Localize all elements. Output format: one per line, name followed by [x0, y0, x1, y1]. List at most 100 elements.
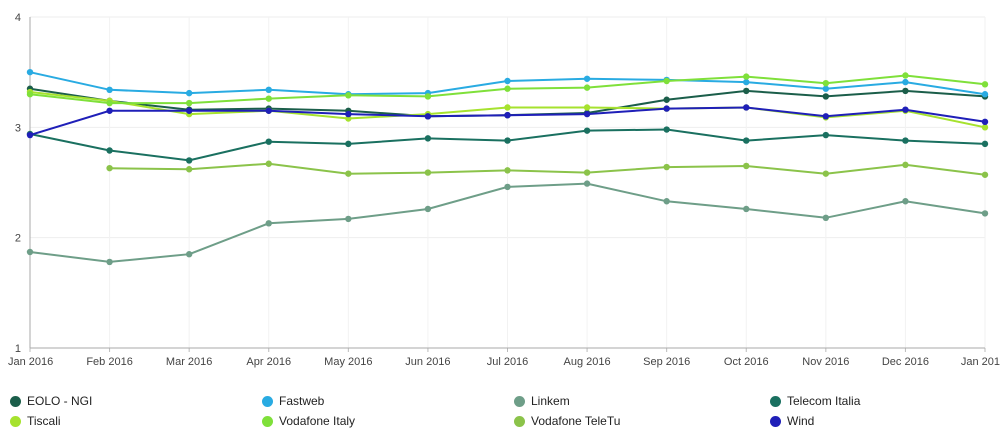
data-point-tiscali[interactable] [345, 115, 352, 122]
data-point-telecom-italia[interactable] [583, 127, 591, 134]
data-point-linkem[interactable] [424, 205, 432, 213]
data-point-vodafone-teletu[interactable] [106, 164, 113, 172]
series-wind [26, 104, 989, 139]
x-tick-label: Sep 2016 [643, 356, 690, 368]
data-point-vodafone-italy[interactable] [345, 92, 352, 99]
data-point-fastweb[interactable] [743, 78, 750, 86]
data-point-telecom-italia[interactable] [106, 147, 113, 154]
data-point-wind[interactable] [26, 131, 34, 139]
x-tick-label: Mar 2016 [166, 356, 212, 368]
legend-item-eolo-ngi[interactable]: EOLO - NGI [10, 392, 92, 410]
data-point-wind[interactable] [345, 110, 352, 118]
data-point-vodafone-italy[interactable] [981, 81, 989, 88]
data-point-vodafone-teletu[interactable] [822, 170, 830, 177]
data-point-vodafone-italy[interactable] [583, 84, 591, 91]
legend-item-fastweb[interactable]: Fastweb [262, 392, 324, 410]
data-point-telecom-italia[interactable] [902, 137, 909, 144]
data-point-linkem[interactable] [265, 220, 272, 227]
data-point-vodafone-teletu[interactable] [583, 169, 591, 176]
legend-item-vodafone-italy[interactable]: Vodafone Italy [262, 412, 355, 430]
legend-swatch [262, 415, 273, 427]
y-tick-label: 3 [15, 122, 21, 134]
data-point-wind[interactable] [663, 105, 670, 112]
data-point-vodafone-teletu[interactable] [504, 167, 511, 174]
legend-item-linkem[interactable]: Linkem [514, 392, 570, 410]
chart-legend: EOLO - NGI Fastweb Linkem Telecom Italia Tis… [0, 388, 1000, 434]
data-point-tiscali[interactable] [583, 104, 591, 111]
data-point-wind[interactable] [185, 107, 193, 114]
legend-item-telecom-italia[interactable]: Telecom Italia [770, 392, 860, 410]
data-point-wind[interactable] [981, 118, 989, 126]
legend-swatch [770, 395, 781, 407]
data-point-fastweb[interactable] [265, 86, 272, 94]
data-point-linkem[interactable] [663, 198, 670, 205]
data-point-wind[interactable] [583, 110, 591, 118]
legend-label: Fastweb [279, 394, 325, 408]
chart-tick-labels: 1 2 3 4 Jan 2016 Feb 2016 Mar 2016 Apr 2016 May … [8, 12, 1000, 368]
data-point-linkem[interactable] [504, 183, 511, 191]
data-point-vodafone-teletu[interactable] [265, 160, 272, 167]
data-point-eolo-ngi[interactable] [743, 87, 750, 95]
legend-item-vodafone-teletu[interactable]: Vodafone TeleTu [514, 412, 620, 430]
data-point-linkem[interactable] [981, 210, 989, 217]
data-point-wind[interactable] [424, 113, 432, 120]
data-point-fastweb[interactable] [106, 86, 113, 94]
data-point-eolo-ngi[interactable] [663, 96, 670, 103]
x-tick-label: Aug 2016 [564, 356, 611, 368]
data-point-fastweb[interactable] [981, 91, 989, 98]
data-point-fastweb[interactable] [902, 78, 909, 86]
data-point-wind[interactable] [743, 104, 750, 111]
x-tick-label: Oct 2016 [724, 356, 769, 368]
data-point-vodafone-teletu[interactable] [663, 163, 670, 171]
data-point-vodafone-italy[interactable] [106, 99, 113, 107]
data-point-linkem[interactable] [902, 198, 909, 205]
data-point-linkem[interactable] [822, 214, 830, 222]
data-point-wind[interactable] [106, 107, 113, 114]
data-point-telecom-italia[interactable] [265, 138, 272, 145]
data-point-vodafone-teletu[interactable] [424, 169, 432, 176]
data-point-vodafone-italy[interactable] [185, 99, 193, 107]
data-point-telecom-italia[interactable] [345, 140, 352, 148]
data-point-eolo-ngi[interactable] [822, 93, 830, 100]
data-point-vodafone-teletu[interactable] [743, 162, 750, 170]
legend-item-wind[interactable]: Wind [770, 412, 814, 430]
data-point-vodafone-italy[interactable] [902, 72, 909, 79]
data-point-vodafone-italy[interactable] [743, 73, 750, 80]
data-point-wind[interactable] [902, 106, 909, 113]
legend-item-tiscali[interactable]: Tiscali [10, 412, 61, 430]
data-point-telecom-italia[interactable] [504, 137, 511, 144]
data-point-telecom-italia[interactable] [663, 126, 670, 133]
data-point-telecom-italia[interactable] [424, 135, 432, 142]
data-point-fastweb[interactable] [504, 77, 511, 85]
data-point-vodafone-teletu[interactable] [981, 171, 989, 178]
data-point-linkem[interactable] [26, 248, 34, 256]
data-point-fastweb[interactable] [26, 68, 34, 76]
data-point-vodafone-teletu[interactable] [902, 161, 909, 169]
data-point-linkem[interactable] [185, 251, 193, 258]
data-point-wind[interactable] [822, 113, 830, 120]
data-point-tiscali[interactable] [504, 104, 511, 111]
data-point-wind[interactable] [504, 111, 511, 119]
data-point-telecom-italia[interactable] [981, 140, 989, 148]
data-point-vodafone-teletu[interactable] [345, 170, 352, 177]
data-point-fastweb[interactable] [822, 85, 830, 92]
data-point-linkem[interactable] [345, 215, 352, 223]
data-point-linkem[interactable] [743, 205, 750, 213]
data-point-vodafone-italy[interactable] [265, 95, 272, 102]
data-point-linkem[interactable] [583, 180, 591, 187]
data-point-telecom-italia[interactable] [743, 137, 750, 144]
data-point-telecom-italia[interactable] [822, 131, 830, 139]
data-point-fastweb[interactable] [185, 89, 193, 97]
data-point-tiscali[interactable] [981, 124, 989, 131]
data-point-vodafone-italy[interactable] [26, 91, 34, 98]
data-point-wind[interactable] [265, 107, 272, 114]
data-point-vodafone-italy[interactable] [822, 80, 830, 87]
data-point-eolo-ngi[interactable] [902, 87, 909, 95]
data-point-linkem[interactable] [106, 258, 113, 266]
data-point-vodafone-italy[interactable] [424, 93, 432, 100]
data-point-fastweb[interactable] [583, 75, 591, 82]
data-point-telecom-italia[interactable] [185, 157, 193, 164]
data-point-vodafone-italy[interactable] [504, 85, 511, 92]
data-point-vodafone-teletu[interactable] [185, 166, 193, 173]
data-point-vodafone-italy[interactable] [663, 77, 670, 85]
